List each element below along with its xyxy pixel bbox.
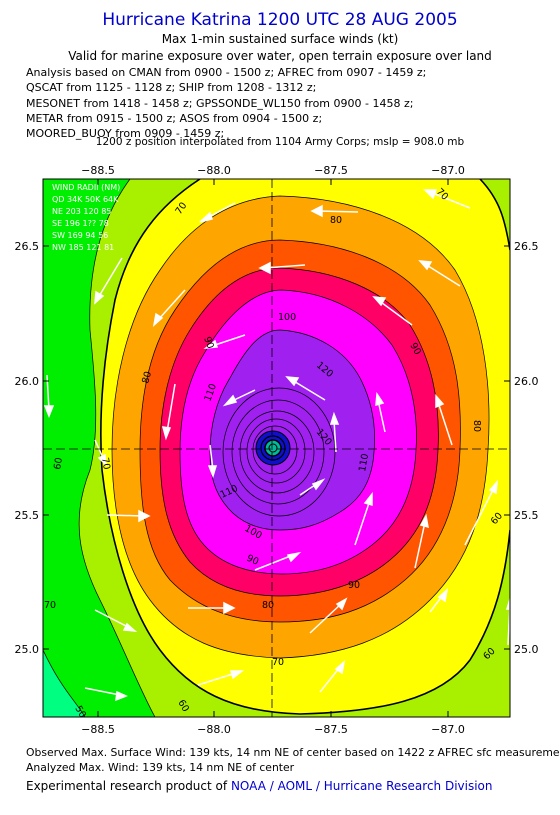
page-title: Hurricane Katrina 1200 UTC 28 AUG 2005 [102, 10, 458, 30]
lon-tick-label: −88.0 [197, 164, 231, 177]
wind-vector [372, 296, 413, 326]
validity-note: Valid for marine exposure over water, op… [68, 49, 492, 63]
wind-vector [161, 383, 176, 441]
contour-label: 60 [175, 698, 191, 714]
contour-label: 90 [348, 580, 360, 591]
wind-vector [418, 260, 461, 287]
radii-row: SE 196 1?? 78 [52, 219, 109, 228]
wind-vector [258, 261, 306, 275]
wind-vector [299, 478, 326, 496]
contour-label: 80 [471, 420, 482, 432]
wind-vector [152, 289, 186, 327]
wind-vectors [43, 189, 510, 702]
credit-organization[interactable]: NOAA / AOML / Hurricane Research Divisio… [230, 779, 493, 793]
wind-vector [94, 609, 138, 632]
lat-tick-label: 26.5 [514, 240, 539, 253]
radii-row: NW 185 121 81 [52, 243, 114, 252]
wind-map: 50 60 60 60 60 70 70 70 70 70 80 80 80 8… [15, 164, 539, 735]
source-line: Analysis based on CMAN from 0900 - 1500 … [26, 66, 427, 79]
wind-vector [464, 479, 498, 546]
longitude-labels-bottom: −88.5 −88.0 −87.5 −87.0 [81, 723, 465, 735]
eye [264, 439, 282, 457]
wind-vector [375, 391, 386, 433]
lon-tick-label: −88.0 [197, 723, 231, 735]
wind-vector [203, 334, 246, 349]
source-line: MOORED_BUOY from 0909 - 1459 z; [26, 127, 225, 141]
wind-vector [329, 411, 340, 453]
hurricane-core [255, 430, 291, 466]
lon-tick-label: −87.5 [314, 164, 348, 177]
lat-tick-label: 26.5 [15, 240, 40, 253]
wind-vector [222, 389, 256, 407]
contour-label: 80 [330, 215, 342, 226]
lon-tick-label: −88.5 [81, 723, 115, 735]
radii-row: QD 34K 50K 64K [52, 195, 119, 204]
wind-vector [285, 376, 326, 401]
lon-tick-label: −87.0 [431, 723, 465, 735]
lon-tick-label: −88.5 [81, 164, 115, 177]
position-note: 1200 z position interpolated from 1104 A… [95, 136, 465, 148]
latitude-labels-right: 26.5 26.0 25.5 25.0 [514, 240, 539, 656]
credit-line: Experimental research product of NOAA / … [26, 779, 493, 793]
contour-label: 100 [278, 312, 296, 323]
wind-band-ge120 [210, 330, 375, 530]
contour-label: 90 [245, 553, 261, 568]
contour-label: 50 [72, 704, 88, 720]
plot-frame [42, 178, 511, 718]
axis-ticks [43, 179, 510, 717]
wind-vector [188, 601, 236, 615]
credit-prefix: Experimental research product of [26, 779, 228, 793]
analyzed-max-wind: Analyzed Max. Wind: 139 kts, 14 nm NE of… [26, 761, 295, 774]
contour-label: 70 [99, 457, 112, 471]
lon-tick-label: −87.0 [431, 164, 465, 177]
wind-vector [84, 687, 128, 702]
wind-vector [197, 670, 245, 686]
lat-tick-label: 25.0 [15, 643, 40, 656]
wind-vector [354, 491, 373, 546]
contour-label: 70 [44, 600, 56, 611]
wind-vector [309, 597, 348, 634]
source-line: METAR from 0915 - 1500 z; ASOS from 0904… [26, 111, 323, 125]
contour-label: 90 [201, 335, 215, 350]
wind-radii-table: WIND RADII (NM) QD 34K 50K 64K NE 203 12… [52, 183, 120, 252]
wind-vector [199, 202, 236, 223]
contour-label: 80 [140, 370, 154, 385]
wind-vector [254, 551, 302, 571]
observed-max-wind: Observed Max. Surface Wind: 139 kts, 14 … [26, 746, 560, 759]
wind-vector [310, 204, 359, 218]
lat-tick-label: 26.0 [514, 375, 539, 388]
lon-tick-label: −87.5 [314, 723, 348, 735]
wind-vector [207, 444, 218, 479]
radii-row: WIND RADII (NM) [52, 183, 120, 192]
lat-tick-label: 25.0 [514, 643, 539, 656]
product-subtitle: Max 1-min sustained surface winds (kt) [161, 32, 399, 46]
wind-vector [429, 588, 449, 613]
latitude-labels-left: 26.5 26.0 25.5 25.0 [15, 240, 40, 656]
wind-vector [435, 394, 453, 446]
analysis-sources: Analysis based on CMAN from 0900 - 1500 … [26, 65, 426, 141]
lat-tick-label: 25.5 [514, 509, 539, 522]
wind-vector [319, 660, 346, 693]
longitude-labels-top: −88.5 −88.0 −87.5 −87.0 [81, 164, 465, 177]
contour-label: 60 [52, 457, 65, 471]
contour-label: 70 [272, 657, 284, 668]
isotach-contours [43, 179, 510, 717]
wind-field: 50 60 60 60 60 70 70 70 70 70 80 80 80 8… [43, 179, 510, 720]
radii-row: SW 169 94 56 [52, 231, 108, 240]
lat-tick-label: 26.0 [15, 375, 40, 388]
contour-label: 80 [262, 600, 274, 611]
source-line: MESONET from 1418 - 1458 z; GPSSONDE_WL1… [26, 96, 414, 110]
source-line: QSCAT from 1125 - 1128 z; SHIP from 1208… [26, 81, 317, 95]
wind-vector [414, 513, 429, 569]
wind-vector [94, 257, 123, 305]
radii-row: NE 203 120 85 [52, 207, 111, 216]
contour-label: 90 [407, 341, 423, 357]
wind-vector [423, 189, 471, 209]
wind-vector [106, 509, 151, 523]
lat-tick-label: 25.5 [15, 509, 40, 522]
wind-vector [94, 439, 107, 468]
contour-label: 110 [357, 453, 371, 473]
